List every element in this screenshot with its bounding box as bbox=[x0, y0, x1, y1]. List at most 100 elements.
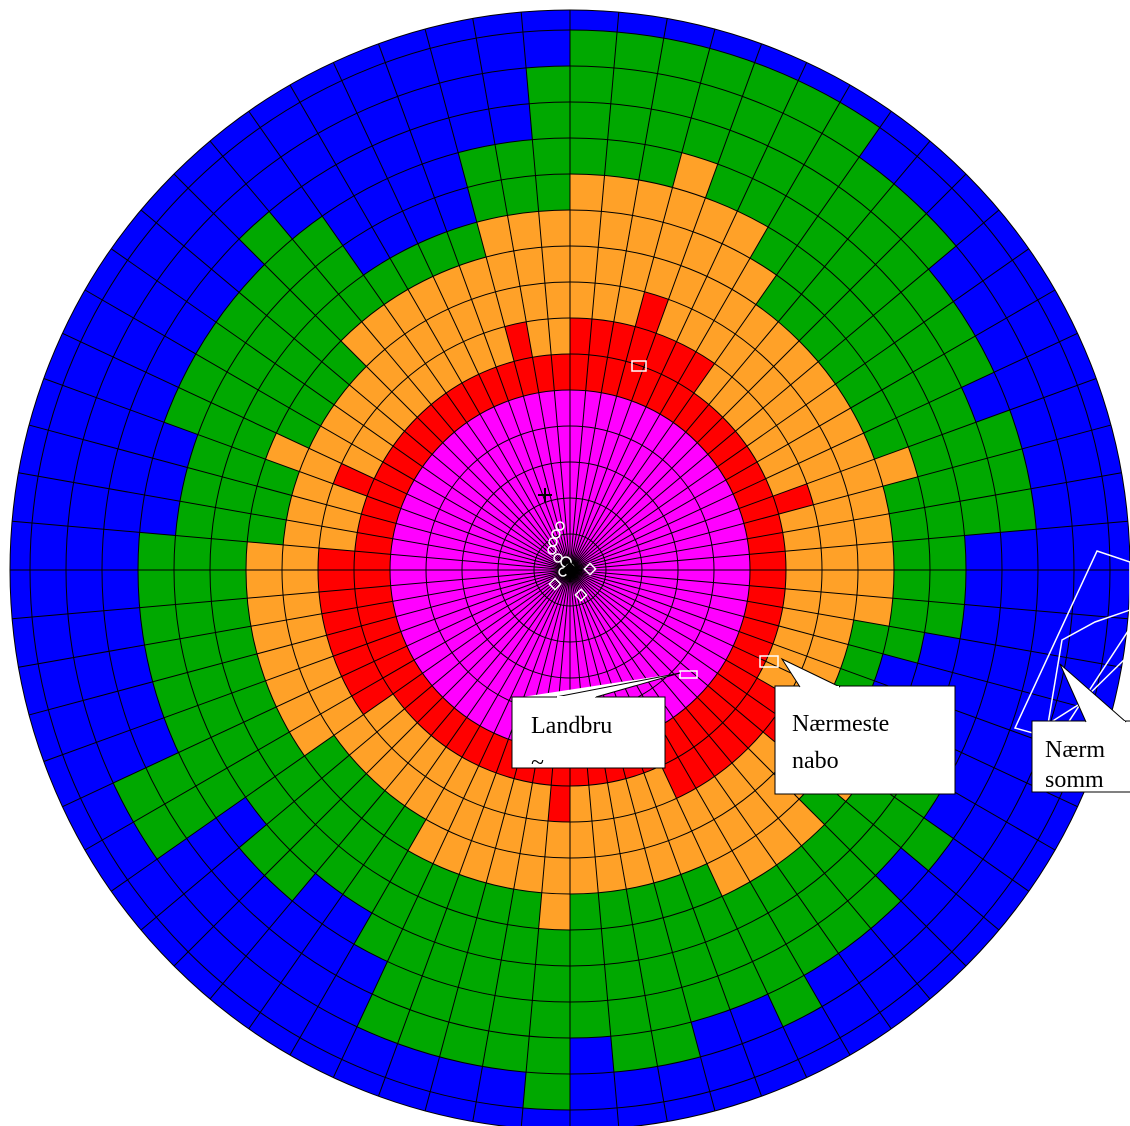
grid-cell bbox=[693, 363, 732, 405]
grid-cell bbox=[570, 174, 605, 212]
grid-cell bbox=[338, 275, 385, 322]
grid-cell bbox=[598, 889, 633, 929]
grid-cell bbox=[524, 635, 546, 672]
grid-cell bbox=[725, 646, 766, 678]
grid-cell bbox=[12, 472, 39, 523]
grid-cell bbox=[304, 361, 350, 405]
grid-cell bbox=[617, 1101, 668, 1126]
grid-cell bbox=[468, 646, 501, 681]
grid-cell bbox=[570, 318, 592, 355]
grid-cell bbox=[964, 570, 1002, 608]
grid-cell bbox=[500, 545, 537, 561]
grid-cell bbox=[357, 514, 397, 539]
grid-cell bbox=[591, 818, 621, 857]
grid-cell bbox=[944, 336, 995, 388]
grid-cell bbox=[340, 773, 385, 819]
grid-cell bbox=[882, 626, 925, 664]
grid-cell bbox=[680, 454, 718, 488]
grid-cell bbox=[509, 434, 534, 473]
grid-cell bbox=[778, 294, 825, 341]
grid-cell bbox=[604, 139, 646, 181]
grid-cell bbox=[610, 67, 658, 110]
callout-naermeste-nabo: Nærmeste nabo bbox=[774, 657, 956, 795]
grid-cell bbox=[705, 928, 753, 976]
spoke-line bbox=[520, 569, 571, 1126]
grid-cell bbox=[519, 283, 549, 322]
grid-cell bbox=[1000, 529, 1038, 570]
spoke-line bbox=[62, 332, 571, 571]
grid-cell bbox=[733, 631, 773, 662]
grid-cell bbox=[109, 645, 153, 692]
grid-cell bbox=[501, 924, 539, 965]
spoke-line bbox=[569, 18, 668, 571]
grid-cell bbox=[805, 384, 851, 426]
grid-cell bbox=[1036, 570, 1074, 614]
grid-cell bbox=[951, 917, 999, 966]
grid-cell bbox=[1066, 613, 1108, 664]
grid-cell bbox=[333, 43, 386, 81]
spoke-line bbox=[569, 520, 1128, 571]
grid-cell bbox=[752, 944, 804, 995]
grid-cell bbox=[391, 376, 432, 418]
grid-cell bbox=[406, 630, 446, 660]
grid-cell bbox=[477, 652, 509, 688]
spoke-line bbox=[569, 377, 1097, 571]
grid-cell bbox=[156, 188, 214, 247]
grid-cell bbox=[397, 1009, 449, 1057]
grid-cell bbox=[874, 653, 918, 694]
grid-cell bbox=[439, 498, 477, 525]
grid-cell bbox=[282, 570, 319, 596]
grid-cell bbox=[838, 928, 894, 983]
grid-cell bbox=[1006, 782, 1060, 840]
grid-cell bbox=[66, 570, 104, 614]
grid-cell bbox=[535, 174, 570, 212]
grid-cell bbox=[186, 269, 240, 323]
spoke-line bbox=[569, 569, 1112, 716]
grid-cell bbox=[588, 637, 607, 675]
grid-cell bbox=[635, 291, 669, 334]
grid-cell bbox=[639, 459, 672, 494]
grid-cell bbox=[840, 459, 883, 496]
grid-cell bbox=[644, 840, 681, 883]
grid-cell bbox=[542, 639, 558, 677]
grid-cell bbox=[813, 495, 854, 527]
spoke-line bbox=[569, 28, 716, 571]
grid-cell bbox=[62, 341, 114, 398]
grid-cell bbox=[466, 687, 498, 726]
spoke-line bbox=[18, 569, 571, 668]
grid-cell bbox=[642, 414, 674, 453]
grid-cell bbox=[434, 908, 477, 953]
grid-cell bbox=[635, 524, 672, 546]
grid-cell bbox=[187, 434, 232, 477]
grid-cell bbox=[392, 523, 431, 545]
grid-cell bbox=[663, 187, 706, 232]
grid-cell bbox=[1009, 397, 1057, 449]
grid-cell bbox=[493, 620, 524, 653]
grid-cell bbox=[917, 632, 960, 673]
grid-cell bbox=[590, 511, 617, 543]
grid-cell bbox=[765, 463, 807, 497]
grid-cell bbox=[539, 502, 558, 538]
grid-cell bbox=[444, 757, 479, 799]
grid-cell bbox=[900, 213, 957, 270]
grid-cell bbox=[393, 431, 433, 467]
grid-cell bbox=[354, 912, 403, 962]
spoke-line bbox=[28, 424, 571, 571]
grid-cell bbox=[404, 776, 444, 820]
grid-cell bbox=[613, 813, 645, 854]
grid-cell bbox=[599, 588, 633, 612]
spoke-line bbox=[569, 569, 851, 1056]
grid-cell bbox=[111, 879, 157, 930]
grid-cell bbox=[676, 544, 714, 561]
grid-cell bbox=[385, 48, 440, 97]
spoke-line bbox=[377, 43, 571, 571]
grid-cell bbox=[361, 790, 405, 836]
grid-cell bbox=[676, 788, 714, 832]
grid-cell bbox=[283, 519, 322, 549]
grid-cell bbox=[631, 367, 662, 407]
grid-cell bbox=[576, 462, 589, 500]
grid-cell bbox=[652, 680, 686, 718]
grid-cell bbox=[504, 534, 539, 555]
grid-cell bbox=[462, 374, 494, 415]
spoke-line bbox=[569, 569, 716, 1112]
